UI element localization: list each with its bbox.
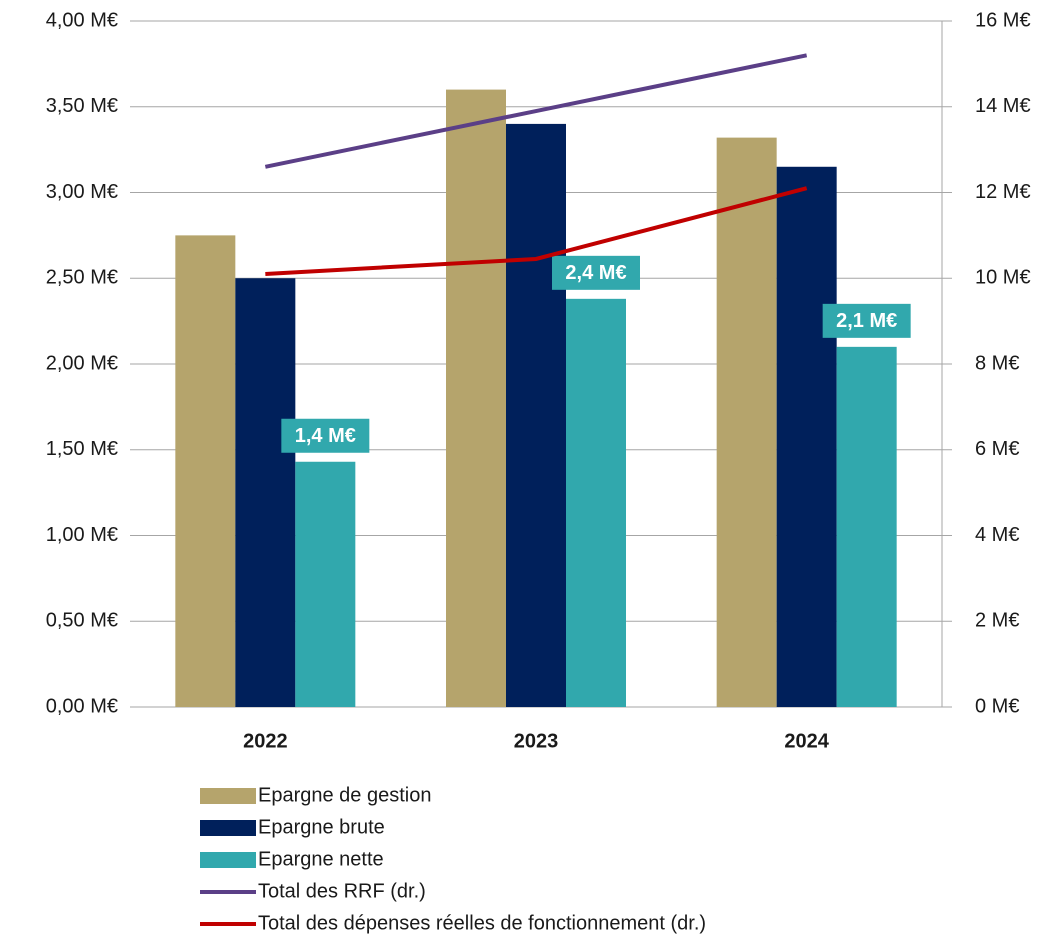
bar bbox=[566, 298, 626, 707]
y2-tick-label: 4 M€ bbox=[975, 524, 1019, 546]
legend-label: Epargne brute bbox=[258, 816, 385, 838]
x-tick-label: 2024 bbox=[784, 730, 829, 752]
y2-tick-label: 8 M€ bbox=[975, 352, 1019, 374]
y-tick-label: 1,50 M€ bbox=[46, 438, 118, 460]
y-tick-label: 3,00 M€ bbox=[46, 181, 118, 203]
bar bbox=[446, 89, 506, 708]
bar bbox=[776, 166, 837, 707]
legend-label: Epargne nette bbox=[258, 848, 384, 870]
legend-swatch bbox=[200, 788, 256, 804]
y2-tick-label: 2 M€ bbox=[975, 610, 1019, 632]
y2-tick-label: 12 M€ bbox=[975, 181, 1031, 203]
legend-label: Epargne de gestion bbox=[258, 784, 431, 806]
x-tick-label: 2023 bbox=[514, 730, 559, 752]
bar bbox=[175, 235, 236, 707]
y2-tick-label: 14 M€ bbox=[975, 95, 1031, 117]
x-tick-label: 2022 bbox=[243, 730, 288, 752]
line-series bbox=[264, 53, 808, 169]
data-label-box bbox=[552, 255, 640, 290]
y-tick-label: 0,50 M€ bbox=[46, 610, 118, 632]
y-tick-label: 0,00 M€ bbox=[46, 695, 118, 717]
data-label-box bbox=[822, 303, 911, 338]
legend-swatch bbox=[200, 820, 256, 836]
data-label: 1,4 M€ bbox=[295, 425, 356, 447]
y2-tick-label: 16 M€ bbox=[975, 9, 1031, 31]
bar bbox=[506, 123, 566, 707]
legend-swatch bbox=[200, 852, 256, 868]
bar bbox=[716, 137, 777, 707]
y2-tick-label: 10 M€ bbox=[975, 267, 1031, 289]
y2-tick-label: 6 M€ bbox=[975, 438, 1019, 460]
bar bbox=[295, 461, 356, 707]
y-tick-label: 3,50 M€ bbox=[46, 95, 118, 117]
bar bbox=[235, 278, 296, 707]
data-label-box bbox=[281, 418, 370, 453]
y-tick-label: 2,00 M€ bbox=[46, 352, 118, 374]
y-tick-label: 2,50 M€ bbox=[46, 267, 118, 289]
y-tick-label: 1,00 M€ bbox=[46, 524, 118, 546]
data-label: 2,4 M€ bbox=[565, 262, 626, 284]
legend-label: Total des dépenses réelles de fonctionne… bbox=[258, 912, 706, 934]
line-series bbox=[265, 186, 808, 276]
data-label: 2,1 M€ bbox=[836, 310, 897, 332]
y-tick-label: 4,00 M€ bbox=[46, 9, 118, 31]
legend-label: Total des RRF (dr.) bbox=[258, 880, 426, 902]
bar bbox=[836, 346, 897, 707]
y2-tick-label: 0 M€ bbox=[975, 695, 1019, 717]
